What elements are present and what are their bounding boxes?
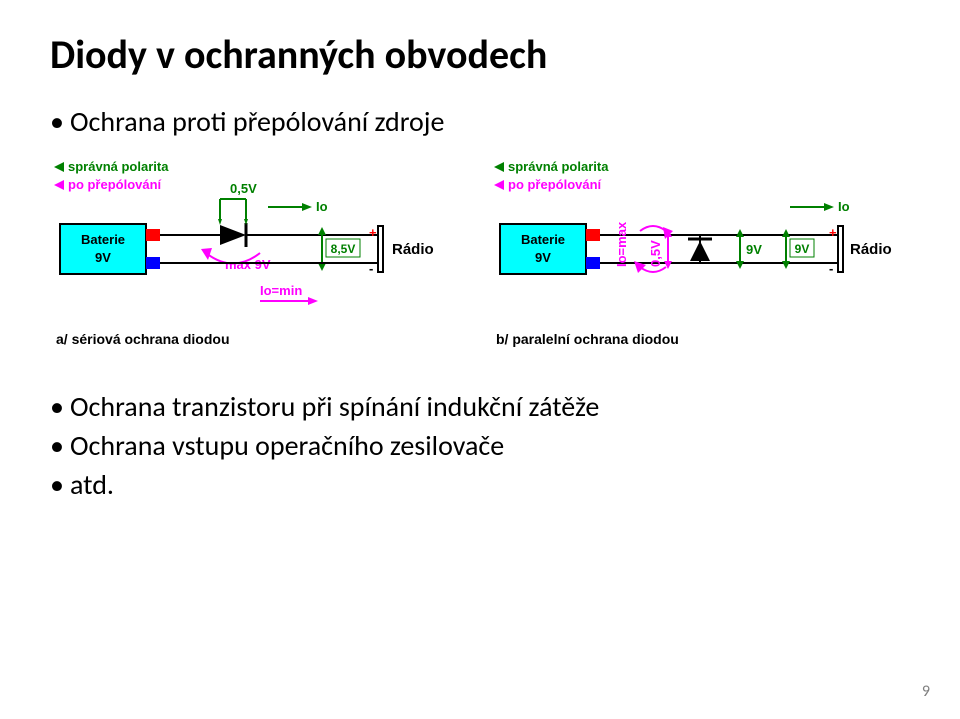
svg-text:9V: 9V bbox=[795, 242, 810, 256]
side-85v: 8,5V bbox=[318, 227, 360, 271]
diagram-b: správná polarita po přepólování Baterie … bbox=[490, 149, 910, 369]
label-io-b: Io bbox=[838, 199, 850, 214]
svg-text:9V: 9V bbox=[746, 242, 762, 257]
caption-a: a/ sériová ochrana diodou bbox=[56, 331, 230, 347]
svg-text:Baterie: Baterie bbox=[81, 232, 125, 247]
svg-text:Rádio: Rádio bbox=[392, 241, 434, 258]
label-pol-ok-a: správná polarita bbox=[68, 159, 169, 174]
svg-text:Baterie: Baterie bbox=[521, 232, 565, 247]
label-iomin: Io=min bbox=[260, 283, 302, 298]
bullet-3: Ochrana vstupu operačního zesilovače bbox=[70, 428, 910, 463]
svg-text:Io=max: Io=max bbox=[614, 221, 629, 267]
svg-text:8,5V: 8,5V bbox=[331, 242, 356, 256]
svg-text:-: - bbox=[829, 261, 833, 276]
svg-text:+: + bbox=[369, 225, 377, 240]
label-pol-ok-b: správná polarita bbox=[508, 159, 609, 174]
page-number: 9 bbox=[922, 682, 930, 701]
label-io-a: Io bbox=[316, 199, 328, 214]
io-max: Io=max bbox=[614, 221, 673, 273]
svg-text:9V: 9V bbox=[535, 250, 551, 265]
battery-b: Baterie 9V bbox=[500, 224, 600, 274]
label-05v-b: 0,5V bbox=[648, 240, 663, 267]
caption-b: b/ paralelní ochrana diodou bbox=[496, 331, 679, 347]
radio-a: + - Rádio bbox=[360, 225, 434, 276]
label-pol-rev-b: po přepólování bbox=[508, 177, 602, 192]
bullet-4: atd. bbox=[70, 467, 910, 502]
battery-a: Baterie 9V bbox=[60, 224, 160, 274]
svg-text:+: + bbox=[829, 225, 837, 240]
label-pol-rev-a: po přepólování bbox=[68, 177, 162, 192]
svg-text:-: - bbox=[369, 261, 373, 276]
svg-text:9V: 9V bbox=[95, 250, 111, 265]
svg-text:Rádio: Rádio bbox=[850, 241, 892, 258]
radio-b: + - Rádio bbox=[820, 225, 892, 276]
label-05v-a: 0,5V bbox=[230, 181, 257, 196]
circuit-diagrams: správná polarita po přepólování Baterie … bbox=[50, 149, 910, 369]
page-title: Diody v ochranných obvodech bbox=[50, 30, 910, 79]
diagram-a: správná polarita po přepólování Baterie … bbox=[50, 149, 470, 369]
bullet-2: Ochrana tranzistoru při spínání indukční… bbox=[70, 389, 910, 424]
diode-series bbox=[220, 223, 246, 247]
label-max9v: max 9V bbox=[225, 257, 271, 272]
diode-parallel bbox=[688, 235, 712, 263]
bullet-1: Ochrana proti přepólování zdroje bbox=[70, 104, 910, 139]
